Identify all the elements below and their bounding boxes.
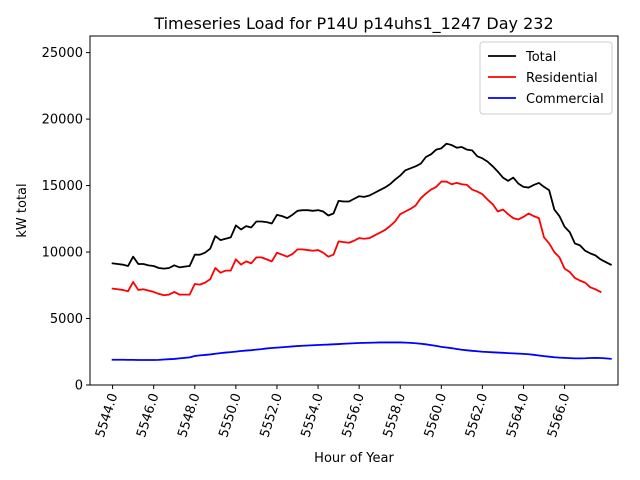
plot-frame xyxy=(89,35,619,386)
y-axis-title: kW total xyxy=(15,183,30,237)
series-layer xyxy=(111,142,613,361)
y-tick-label: 0 xyxy=(75,379,83,394)
series-line-commercial xyxy=(111,341,612,361)
legend-label-commercial: Commercial xyxy=(526,92,604,107)
legend-label-total: Total xyxy=(525,50,556,65)
y-tick-label: 20000 xyxy=(42,113,83,128)
y-tick-label: 25000 xyxy=(42,46,83,61)
series-line-residential xyxy=(111,180,602,297)
y-tick-label: 15000 xyxy=(42,179,83,194)
legend: Total Residential Commercial xyxy=(479,41,613,115)
x-axis-title: Hour of Year xyxy=(314,451,394,466)
y-tick-label: 5000 xyxy=(50,312,83,327)
legend-box xyxy=(479,41,613,115)
y-axis: 0 5000 10000 15000 20000 25000 xyxy=(42,46,90,394)
series-line-total xyxy=(111,142,613,270)
legend-label-residential: Residential xyxy=(526,71,598,86)
chart-title: Timeseries Load for P14U p14uhs1_1247 Da… xyxy=(153,14,553,34)
y-tick-label: 10000 xyxy=(42,246,83,261)
